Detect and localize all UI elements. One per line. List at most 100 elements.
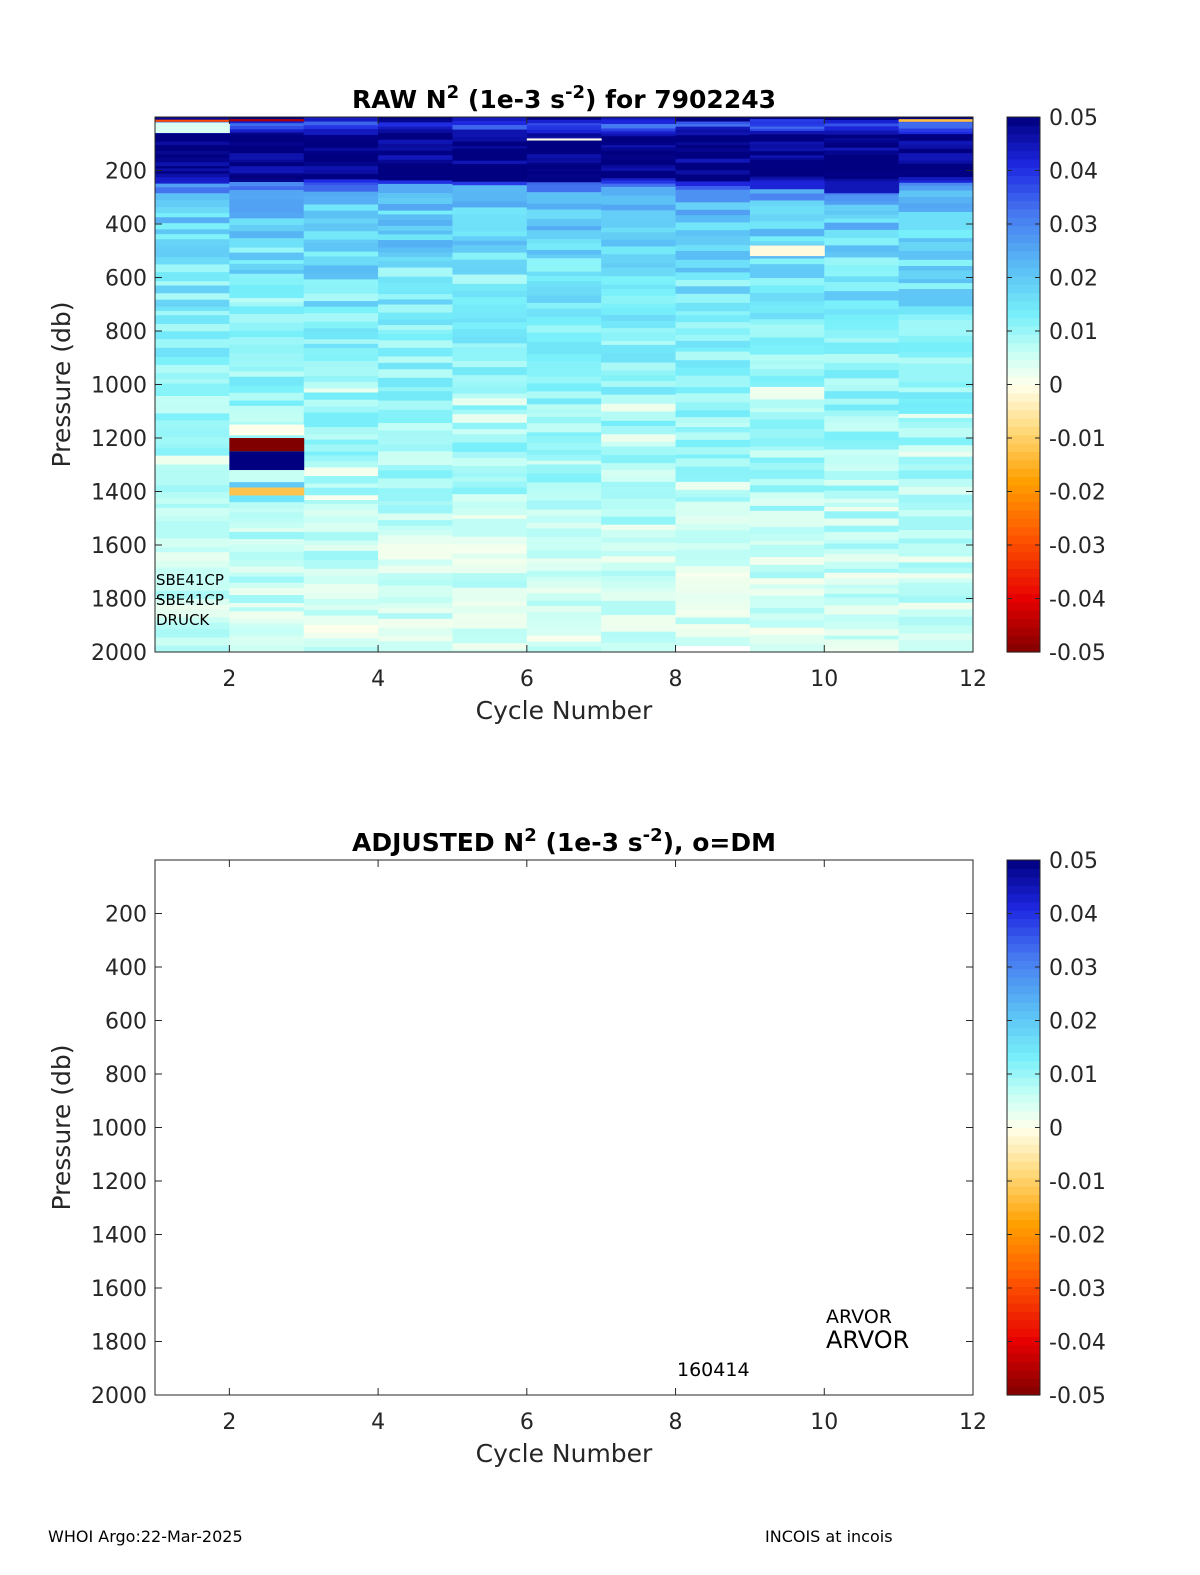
heatmap-cell [155, 599, 230, 606]
heatmap-cell [303, 306, 379, 314]
heatmap-cell [675, 458, 751, 468]
heatmap-cell [749, 258, 825, 265]
heatmap-cell [601, 375, 677, 382]
heatmap-cell [229, 173, 305, 176]
heatmap-cell [898, 144, 973, 150]
heatmap-cell [824, 362, 900, 371]
x-tick-label: 2 [222, 667, 236, 692]
heatmap-cell [303, 125, 379, 130]
colorbar-segment [1007, 426, 1040, 436]
colorbar-segment [1007, 1236, 1040, 1246]
heatmap-cell [155, 444, 230, 449]
heatmap-cell [675, 572, 751, 578]
heatmap-cell [452, 592, 528, 602]
heatmap-cell [155, 173, 230, 178]
heatmap-cell [303, 406, 379, 414]
heatmap-cell [824, 561, 900, 570]
heatmap-cell [824, 629, 900, 637]
heatmap-cell [601, 353, 677, 364]
heatmap-cell [749, 179, 825, 184]
heatmap-cell [303, 455, 379, 462]
heatmap-cell [229, 385, 305, 394]
heatmap-cell [675, 129, 751, 134]
heatmap-cell [749, 498, 825, 507]
colorbar-segment [1007, 918, 1040, 928]
heatmap-cell [303, 129, 379, 133]
heatmap-cell [229, 139, 305, 143]
x-tick-label: 10 [810, 667, 838, 692]
heatmap-cell [155, 183, 230, 188]
heatmap-cell [155, 347, 230, 358]
chart-title: ADJUSTED N2 (1e-3 s-2), o=DM [352, 825, 776, 857]
heatmap-cell [155, 229, 230, 235]
colorbar-segment [1007, 576, 1040, 586]
colorbar-segment [1007, 443, 1040, 452]
colorbar-segment [1007, 200, 1040, 210]
y-tick-label: 1400 [91, 481, 147, 506]
heatmap-cell [898, 176, 973, 181]
heatmap-cell [749, 534, 825, 542]
heatmap-cell [303, 632, 379, 639]
heatmap-cell [601, 469, 677, 478]
heatmap-cell [898, 516, 973, 526]
heatmap-cell [749, 549, 825, 558]
heatmap-cell [526, 409, 602, 414]
heatmap-cell [229, 650, 305, 652]
heatmap-cell [675, 466, 751, 476]
heatmap-cell [229, 544, 305, 553]
heatmap-cell [378, 177, 453, 181]
heatmap-cell [675, 351, 751, 361]
heatmap-cell [303, 467, 379, 477]
heatmap-cell [303, 153, 379, 159]
heatmap-cell [378, 203, 453, 212]
heatmap-cell [824, 157, 900, 162]
heatmap-cell [452, 405, 528, 411]
heatmap-cell [452, 573, 528, 582]
heatmap-cell [303, 451, 379, 456]
heatmap-cell [229, 252, 305, 261]
heatmap-cell [675, 489, 751, 495]
heatmap-cell [303, 256, 379, 266]
heatmap-cell [229, 273, 305, 279]
heatmap-cell [824, 291, 900, 302]
heatmap-cell [229, 142, 305, 147]
heatmap-cell [155, 166, 230, 169]
heatmap-cell [749, 200, 825, 207]
colorbar-segment [1007, 1361, 1040, 1371]
heatmap-cell [229, 194, 305, 200]
heatmap-cell [526, 432, 602, 437]
heatmap-cell [452, 473, 528, 478]
heatmap-cell [229, 330, 305, 338]
heatmap-cell [378, 436, 453, 446]
heatmap-cell [155, 157, 230, 163]
heatmap-cell [378, 585, 453, 594]
heatmap-cell [303, 173, 379, 178]
heatmap-cell [452, 214, 528, 225]
heatmap-cell [155, 567, 230, 576]
heatmap-cell [229, 182, 305, 187]
heatmap-cell [229, 179, 305, 183]
heatmap-cell [749, 337, 825, 346]
heatmap-cell [898, 335, 973, 343]
heatmap-cell [601, 403, 677, 413]
colorbar-segment [1007, 468, 1040, 478]
heatmap-cell [824, 150, 900, 156]
heatmap-cell [526, 209, 602, 220]
heatmap-cell [229, 162, 305, 167]
colorbar-tick-label: 0 [1049, 1117, 1063, 1142]
x-tick-label: 8 [669, 667, 683, 692]
heatmap-cell [303, 624, 379, 634]
colorbar-segment [1007, 593, 1040, 603]
y-tick-label: 1000 [91, 1117, 147, 1142]
heatmap-cell [526, 550, 602, 559]
heatmap-cell [229, 206, 305, 213]
heatmap-cell [601, 637, 677, 644]
heatmap-anomaly-cell [229, 487, 305, 496]
heatmap-cell [749, 419, 825, 430]
heatmap-cell [898, 413, 973, 419]
colorbar-segment [1007, 1119, 1040, 1129]
heatmap-cell [675, 189, 751, 195]
heatmap-cell [601, 463, 677, 471]
heatmap-cell [526, 119, 602, 124]
heatmap-cell [378, 143, 453, 148]
